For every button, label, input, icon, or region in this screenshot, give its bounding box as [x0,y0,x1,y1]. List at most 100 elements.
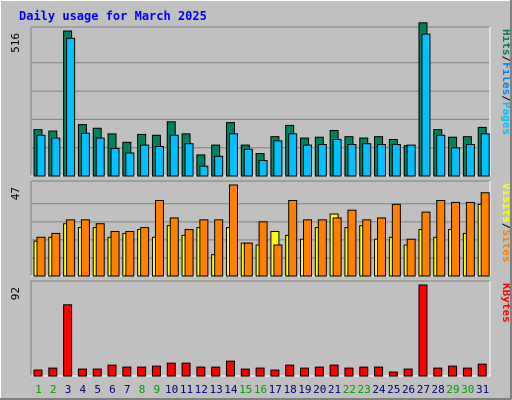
bar-files-day-4 [80,132,90,177]
day-label: 26 [402,383,415,396]
bar-sites-day-5 [95,223,105,277]
bar-sites-day-1 [36,236,46,277]
bar-files-day-1 [36,134,46,177]
day-label: 7 [124,383,131,396]
bar-files-day-22 [347,144,357,177]
panel-max-label: 92 [9,287,22,300]
day-label: 19 [298,383,311,396]
bar-files-day-12 [199,165,209,177]
day-label: 15 [239,383,252,396]
panel-max-label: 516 [9,33,22,53]
legend-slash: / [500,56,512,63]
day-label: 23 [358,383,371,396]
bar-sites-day-31 [480,192,490,277]
bar-files-day-11 [184,143,194,177]
bar-files-day-28 [436,134,446,177]
bar-kbytes-day-29 [448,365,458,377]
legend-sites: Sites [500,229,512,262]
bar-kbytes-day-27 [418,284,428,377]
bar-files-day-10 [169,134,179,177]
bar-sites-day-21 [332,217,342,277]
bar-files-day-20 [317,144,327,177]
bar-files-day-14 [228,133,238,177]
bar-files-day-17 [273,140,283,177]
bar-kbytes-day-24 [374,366,384,377]
bar-sites-day-8 [140,227,150,277]
panel-legend: Hits/Files/Pages [500,29,512,135]
day-label: 28 [432,383,445,396]
bar-sites-day-25 [391,203,401,277]
day-label: 3 [65,383,72,396]
bar-files-day-16 [258,160,268,177]
day-label: 6 [109,383,116,396]
legend-files: Files [500,62,512,95]
day-label: 27 [417,383,430,396]
bar-kbytes-day-17 [270,369,280,377]
bar-sites-day-23 [362,219,372,277]
bar-sites-day-3 [66,219,76,277]
day-label: 16 [254,383,267,396]
bar-kbytes-day-11 [181,362,191,377]
day-label: 21 [328,383,341,396]
bar-sites-day-22 [347,209,357,277]
bar-files-day-2 [51,137,61,177]
bar-sites-day-17 [273,244,283,277]
panel-hits-files-pages: 516 Hits/Files/Pages [9,22,512,177]
day-label: 12 [195,383,208,396]
day-label: 11 [180,383,193,396]
bar-files-day-6 [110,147,120,177]
legend-kbytes: KBytes [500,283,512,323]
bar-sites-day-12 [199,219,209,277]
chart-title: Daily usage for March 2025 [19,9,207,23]
day-label: 14 [224,383,238,396]
day-label: 1 [35,383,42,396]
day-label: 18 [283,383,296,396]
day-label: 10 [165,383,178,396]
bar-sites-day-7 [125,230,135,277]
legend-hits: Hits [500,29,512,56]
bar-kbytes-day-2 [48,367,58,377]
day-label: 8 [139,383,146,396]
day-label: 20 [313,383,326,396]
bar-files-day-19 [303,144,313,177]
bar-sites-day-24 [377,217,387,277]
bar-kbytes-day-12 [196,366,206,377]
panel-max-label: 47 [9,187,22,200]
bar-kbytes-day-20 [314,366,324,377]
bar-files-day-24 [377,144,387,177]
panel-visits-sites: 47 Visits/Sites [9,180,512,277]
panel-legend: KBytes [500,283,512,323]
bar-kbytes-day-28 [433,367,443,377]
bar-kbytes-day-7 [122,366,132,377]
legend-slash: / [500,223,512,230]
bar-kbytes-day-26 [403,368,413,377]
day-label: 9 [154,383,161,396]
panel-plot-area [31,281,490,376]
day-label: 22 [343,383,356,396]
bar-sites-day-27 [421,211,431,277]
bar-files-day-5 [95,137,105,177]
legend-visits: Visits [500,183,512,223]
bar-kbytes-day-5 [92,368,102,377]
day-label: 2 [50,383,57,396]
bar-files-day-31 [480,133,490,177]
day-label: 25 [387,383,400,396]
bar-files-day-3 [66,37,76,177]
bar-kbytes-day-21 [329,364,339,377]
bar-sites-day-29 [451,201,461,277]
bar-kbytes-day-6 [107,364,117,377]
bar-sites-day-13 [214,219,224,277]
legend-pages: Pages [500,102,512,135]
bar-files-day-8 [140,144,150,177]
day-label: 4 [80,383,87,396]
day-label: 13 [209,383,222,396]
bar-sites-day-26 [406,238,416,277]
bar-files-day-25 [391,144,401,177]
bar-sites-day-10 [169,217,179,277]
bar-sites-day-9 [154,199,164,277]
day-label: 31 [476,383,489,396]
legend-slash: / [500,95,512,102]
bar-sites-day-15 [243,242,253,277]
panel-kbytes: 92 KBytes [9,280,512,377]
bar-sites-day-16 [258,221,268,277]
